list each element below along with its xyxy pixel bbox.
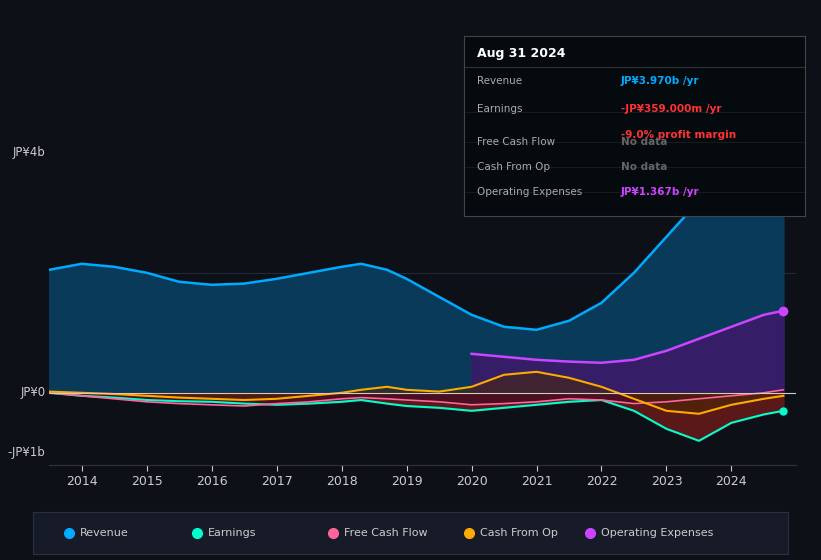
Text: No data: No data [621, 137, 667, 147]
Text: JP¥3.970b /yr: JP¥3.970b /yr [621, 76, 699, 86]
Text: Cash From Op: Cash From Op [480, 529, 557, 538]
Text: Operating Expenses: Operating Expenses [478, 187, 583, 197]
Text: JP¥1.367b /yr: JP¥1.367b /yr [621, 187, 699, 197]
Text: Revenue: Revenue [80, 529, 128, 538]
Text: Revenue: Revenue [478, 76, 523, 86]
Text: Free Cash Flow: Free Cash Flow [344, 529, 428, 538]
Text: -JP¥1b: -JP¥1b [7, 446, 45, 459]
Text: Earnings: Earnings [478, 105, 523, 114]
Text: JP¥0: JP¥0 [21, 386, 45, 399]
Text: Cash From Op: Cash From Op [478, 162, 551, 172]
Text: No data: No data [621, 162, 667, 172]
Text: Aug 31 2024: Aug 31 2024 [478, 47, 566, 60]
Text: Free Cash Flow: Free Cash Flow [478, 137, 556, 147]
Text: Earnings: Earnings [208, 529, 257, 538]
Text: -JP¥359.000m /yr: -JP¥359.000m /yr [621, 105, 721, 114]
Text: JP¥4b: JP¥4b [13, 146, 45, 159]
Text: -9.0% profit margin: -9.0% profit margin [621, 129, 736, 139]
Text: Operating Expenses: Operating Expenses [601, 529, 713, 538]
